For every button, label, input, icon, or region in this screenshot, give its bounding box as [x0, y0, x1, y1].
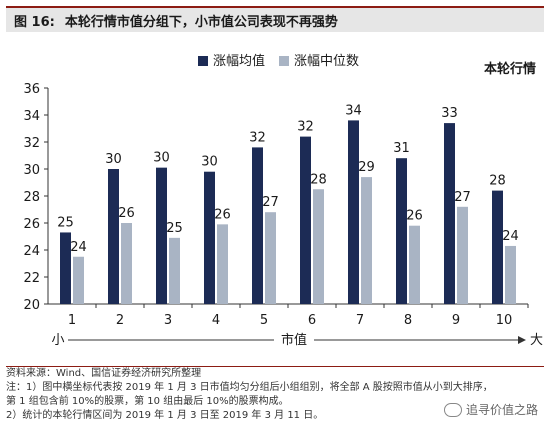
figure-title: 本轮行情市值分组下，小市值公司表现不再强势	[64, 14, 338, 30]
bar-median	[169, 237, 180, 304]
note-line-3: 2）统计的本轮行情区间为 2019 年 1 月 3 日至 2019 年 3 月 …	[6, 410, 324, 421]
x-tick-label: 5	[260, 313, 268, 328]
arrow-head-icon	[518, 336, 526, 344]
bar-mean	[108, 169, 119, 304]
bar-median	[409, 225, 420, 304]
data-label-median: 27	[262, 195, 279, 210]
data-label-mean: 32	[297, 120, 314, 135]
data-label-median: 27	[454, 190, 471, 205]
figure-header: 图 16: 本轮行情市值分组下，小市值公司表现不再强势	[6, 6, 544, 32]
x-tick-label: 7	[356, 313, 364, 328]
data-label-mean: 33	[441, 106, 458, 121]
bar-median	[361, 177, 372, 304]
bar-median	[217, 224, 228, 304]
data-label-mean: 30	[153, 151, 170, 166]
bar-mean	[348, 120, 359, 305]
x-tick-label: 10	[496, 313, 513, 328]
data-label-mean: 31	[393, 141, 410, 156]
panel-label: 本轮行情	[483, 62, 536, 77]
data-label-mean: 25	[57, 215, 74, 230]
x-annotation-center: 市值	[281, 332, 307, 348]
bar-mean	[492, 190, 503, 304]
bar-median	[121, 223, 132, 304]
data-label-median: 24	[502, 229, 519, 244]
x-tick-label: 1	[68, 313, 76, 328]
footer: 资料来源：Wind、国信证券经济研究所整理 注：1）图中横坐标代表按 2019 …	[6, 366, 544, 423]
bar-median	[505, 245, 516, 304]
x-annotation-center-bg	[274, 330, 314, 348]
note-line-1: 注：1）图中横坐标代表按 2019 年 1 月 3 日市值均匀分组后小组组别，将…	[6, 382, 493, 393]
data-label-median: 24	[70, 240, 87, 255]
source-note: 资料来源：Wind、国信证券经济研究所整理	[6, 368, 202, 379]
bar-mean	[300, 136, 311, 304]
y-tick-label: 24	[23, 244, 40, 259]
y-tick-label: 28	[23, 190, 40, 205]
bar-mean	[156, 167, 167, 304]
note-line-2: 第 1 组包含前 10%的股票，第 10 组由最后 10%的股票构成。	[6, 396, 289, 407]
bar-median	[73, 256, 84, 304]
bar-median	[457, 206, 468, 304]
bar-mean	[396, 158, 407, 304]
bar-median	[313, 189, 324, 304]
data-label-median: 25	[166, 221, 183, 236]
bar-mean	[444, 123, 455, 304]
watermark: 追寻价值之路	[443, 401, 538, 418]
legend-swatch	[198, 56, 208, 66]
data-label-median: 29	[358, 160, 375, 175]
legend-label: 涨幅中位数	[294, 54, 359, 69]
legend-label: 涨幅均值	[213, 53, 265, 69]
x-tick-label: 3	[164, 313, 172, 328]
watermark-text: 追寻价值之路	[465, 403, 538, 417]
y-tick-label: 32	[23, 136, 40, 151]
data-label-median: 26	[214, 207, 231, 222]
data-label-median: 26	[406, 209, 423, 224]
data-label-mean: 30	[105, 152, 122, 167]
data-label-mean: 34	[345, 103, 362, 118]
y-tick-label: 22	[23, 271, 40, 286]
x-tick-label: 4	[212, 313, 220, 328]
bar-mean	[252, 147, 263, 304]
bar-mean	[204, 171, 215, 304]
x-tick-label: 8	[404, 313, 412, 328]
y-tick-label: 34	[23, 109, 40, 124]
data-label-median: 28	[310, 172, 327, 187]
data-label-mean: 30	[201, 155, 218, 170]
x-tick-label: 2	[116, 313, 124, 328]
data-label-mean: 32	[249, 130, 266, 145]
y-tick-label: 36	[23, 82, 40, 97]
data-label-mean: 28	[489, 174, 506, 189]
bar-median	[265, 212, 276, 304]
x-annotation-small: 小	[51, 333, 64, 348]
wechat-icon	[443, 402, 462, 417]
x-tick-label: 9	[452, 313, 460, 328]
y-tick-label: 30	[23, 163, 40, 178]
bar-mean	[60, 232, 71, 304]
x-tick-label: 6	[308, 313, 316, 328]
legend-swatch	[279, 56, 289, 66]
x-annotation-large: 大	[530, 333, 543, 348]
y-tick-label: 20	[23, 298, 40, 313]
y-tick-label: 26	[23, 217, 40, 232]
figure-number: 图 16:	[14, 14, 55, 30]
data-label-median: 26	[118, 206, 135, 221]
